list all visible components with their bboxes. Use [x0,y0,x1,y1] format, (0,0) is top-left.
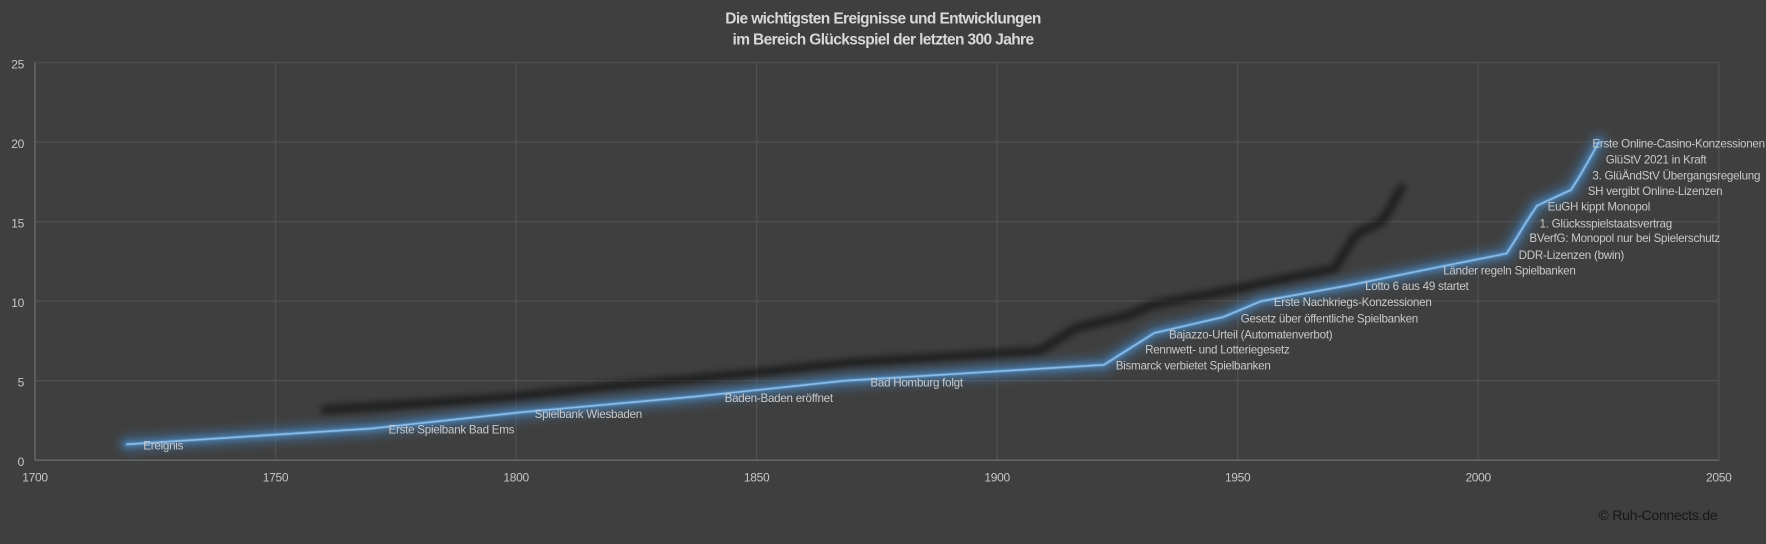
svg-text:GlüStV 2021 in Kraft: GlüStV 2021 in Kraft [1606,154,1708,167]
svg-text:Spielbank Wiesbaden: Spielbank Wiesbaden [535,408,642,421]
svg-text:1800: 1800 [503,471,529,485]
svg-text:BVerfG: Monopol nur bei Spiele: BVerfG: Monopol nur bei Spielerschutz [1529,232,1720,245]
svg-text:Bismarck verbietet Spielbanken: Bismarck verbietet Spielbanken [1116,360,1271,373]
svg-text:10: 10 [11,296,24,310]
svg-text:Erste Spielbank Bad Ems: Erste Spielbank Bad Ems [389,424,515,437]
svg-text:Bad Homburg folgt: Bad Homburg folgt [870,377,963,390]
svg-text:1950: 1950 [1225,471,1251,485]
svg-text:Bajazzo-Urteil (Automatenverbo: Bajazzo-Urteil (Automatenverbot) [1169,329,1333,342]
svg-text:Erste Nachkriegs-Konzessionen: Erste Nachkriegs-Konzessionen [1274,296,1432,309]
svg-text:20: 20 [11,137,24,151]
svg-text:1700: 1700 [22,471,48,485]
svg-text:Lotto 6 aus 49 startet: Lotto 6 aus 49 startet [1365,280,1469,293]
svg-text:im Bereich Glücksspiel der let: im Bereich Glücksspiel der letzten 300 J… [733,31,1035,48]
svg-text:SH vergibt Online-Lizenzen: SH vergibt Online-Lizenzen [1588,185,1723,198]
svg-text:Die wichtigsten Ereignisse und: Die wichtigsten Ereignisse und Entwicklu… [725,10,1041,27]
svg-text:3. GlüÄndStV Übergangsregelung: 3. GlüÄndStV Übergangsregelung [1592,169,1760,182]
svg-text:Erste Online-Casino-Konzession: Erste Online-Casino-Konzessionen [1592,138,1764,151]
svg-text:Rennwett- und Lotteriegesetz: Rennwett- und Lotteriegesetz [1145,344,1290,357]
svg-text:2000: 2000 [1465,471,1491,485]
svg-text:DDR-Lizenzen (bwin): DDR-Lizenzen (bwin) [1519,249,1625,262]
svg-text:Ereignis: Ereignis [143,440,183,453]
svg-text:2050: 2050 [1706,471,1732,485]
svg-text:5: 5 [18,376,25,390]
svg-text:Gesetz über öffentliche Spielb: Gesetz über öffentliche Spielbanken [1241,313,1418,326]
svg-text:© Ruh-Connects.de: © Ruh-Connects.de [1599,507,1718,523]
svg-text:0: 0 [18,455,25,469]
svg-text:Länder regeln Spielbanken: Länder regeln Spielbanken [1443,265,1575,278]
svg-text:1850: 1850 [744,471,770,485]
svg-text:25: 25 [11,58,24,72]
svg-text:1750: 1750 [263,471,289,485]
svg-text:EuGH kippt Monopol: EuGH kippt Monopol [1548,201,1650,214]
svg-text:1900: 1900 [984,471,1010,485]
svg-text:15: 15 [11,217,24,231]
svg-text:Baden-Baden eröffnet: Baden-Baden eröffnet [725,392,834,405]
svg-text:1. Glücksspielstaatsvertrag: 1. Glücksspielstaatsvertrag [1540,218,1672,231]
